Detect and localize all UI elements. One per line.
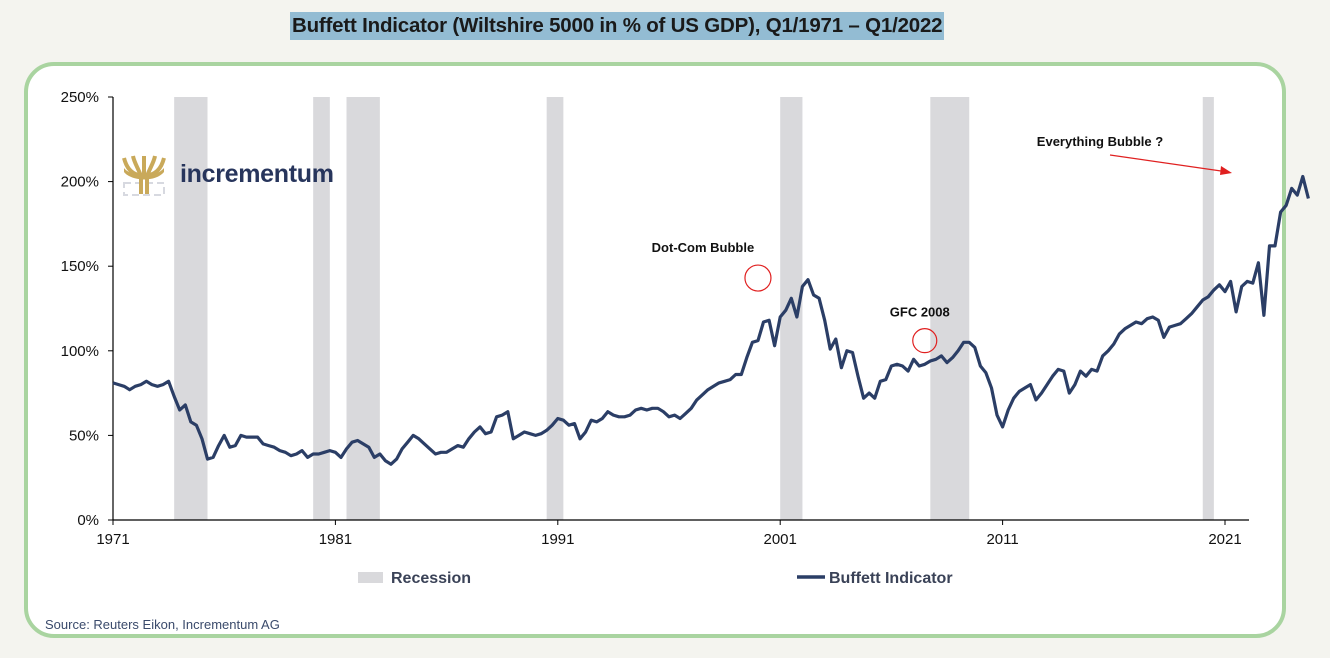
x-tick-label: 1991	[541, 531, 574, 548]
recession-band	[1202, 97, 1214, 520]
y-tick-label: 0%	[77, 512, 99, 529]
x-tick-label: 2011	[986, 531, 1018, 548]
dotcom-label: Dot-Com Bubble	[652, 240, 755, 255]
everything-bubble-arrow	[1109, 154, 1229, 173]
legend-recession-label: Recession	[391, 570, 471, 587]
buffett-indicator-line	[112, 174, 1310, 466]
recession-band	[313, 97, 330, 520]
x-tick-label: 1971	[96, 531, 129, 548]
y-tick-label: 150%	[61, 258, 99, 275]
x-tick-label: 2001	[764, 531, 797, 548]
recession-band	[546, 97, 564, 520]
x-tick-label: 1981	[319, 531, 352, 548]
recession-band	[780, 97, 803, 520]
recession-band	[930, 97, 970, 520]
recession-band	[174, 97, 208, 520]
legend-recession-swatch	[358, 572, 383, 583]
chart-title: Buffett Indicator (Wiltshire 5000 in % o…	[290, 12, 945, 40]
gfc-label: GFC 2008	[890, 305, 950, 320]
y-tick-label: 200%	[61, 174, 99, 191]
gfc-circle	[912, 328, 938, 354]
y-tick-label: 250%	[61, 89, 99, 106]
logo	[122, 155, 166, 196]
y-tick-label: 50%	[69, 427, 99, 444]
y-tick-label: 100%	[61, 343, 99, 360]
tree-icon	[122, 155, 166, 196]
legend-line-label: Buffett Indicator	[829, 570, 953, 587]
chart-panel	[24, 62, 1286, 638]
arrow-head-icon	[1220, 166, 1232, 175]
source-note: Source: Reuters Eikon, Incrementum AG	[45, 617, 280, 632]
logo-text: incrementum	[180, 160, 334, 188]
recession-band	[346, 97, 380, 520]
x-tick-label: 2021	[1208, 531, 1241, 548]
everything-bubble-label: Everything Bubble ?	[1037, 134, 1163, 149]
dotcom-circle	[744, 264, 772, 292]
